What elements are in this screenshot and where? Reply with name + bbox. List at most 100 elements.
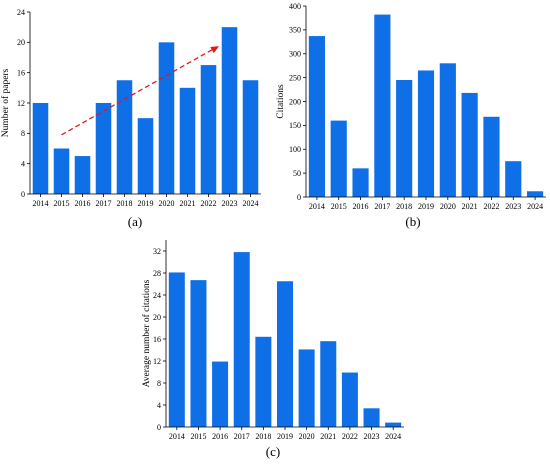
x-tick-label: 2019 xyxy=(418,202,434,211)
y-tick-label: 12 xyxy=(17,99,25,108)
panel-label: (a) xyxy=(128,214,142,229)
bar-2015 xyxy=(53,148,70,194)
bar-2015 xyxy=(330,120,347,197)
x-tick-label: 2018 xyxy=(396,202,412,211)
bar-2024 xyxy=(242,80,259,194)
bar-2020 xyxy=(439,63,456,197)
bar-2022 xyxy=(341,372,358,427)
x-tick-label: 2017 xyxy=(374,202,390,211)
x-tick-label: 2019 xyxy=(277,432,293,441)
bar-2024 xyxy=(527,191,544,197)
chart-b-citations: 0 50 100 150 200 250 300 350 400 2014 2015 2016 2017… xyxy=(276,2,546,229)
x-tick-label: 2017 xyxy=(234,432,250,441)
y-tick-label: 32 xyxy=(153,247,161,256)
y-tick-label: 400 xyxy=(289,2,301,11)
bar-2019 xyxy=(417,70,435,197)
bar-2015 xyxy=(190,280,207,427)
bar-2018 xyxy=(116,80,133,194)
x-tick-label: 2014 xyxy=(169,432,185,441)
bar-2014 xyxy=(168,272,185,427)
bar-2019 xyxy=(137,118,154,194)
y-tick-label: 16 xyxy=(153,335,161,344)
x-tick-label: 2021 xyxy=(180,199,196,208)
x-tick-label: 2021 xyxy=(462,202,478,211)
x-tick-label: 2023 xyxy=(364,432,380,441)
x-tick-label: 2015 xyxy=(190,432,206,441)
bar-2016 xyxy=(212,361,229,427)
bar-2021 xyxy=(461,92,478,197)
y-tick-label: 4 xyxy=(157,401,161,410)
bar-2023 xyxy=(363,408,380,427)
y-tick-label: 350 xyxy=(289,26,301,35)
bar-2017 xyxy=(374,14,391,198)
x-tick-label: 2022 xyxy=(342,432,358,441)
bar-2023 xyxy=(221,27,238,195)
x-tick-label: 2020 xyxy=(159,199,175,208)
y-tick-label: 16 xyxy=(17,68,25,77)
bar-2017 xyxy=(95,103,112,194)
bar-2018 xyxy=(255,336,272,427)
y-tick-label: 4 xyxy=(21,159,25,168)
bar-2020 xyxy=(158,42,175,194)
x-tick-label: 2017 xyxy=(96,199,112,208)
x-tick-label: 2024 xyxy=(385,432,401,441)
x-tick-label: 2020 xyxy=(440,202,456,211)
x-tick-label: 2022 xyxy=(201,199,217,208)
y-axis-label: Citations xyxy=(276,84,286,119)
y-tick-label: 100 xyxy=(289,145,301,154)
panel-label: (c) xyxy=(266,444,280,459)
y-tick-label: 28 xyxy=(153,269,161,278)
panel-label: (b) xyxy=(405,214,420,229)
bar-2022 xyxy=(200,65,217,194)
trend-arrow-head xyxy=(210,46,219,54)
y-tick-label: 8 xyxy=(157,379,161,388)
y-tick-label: 24 xyxy=(17,8,25,17)
y-tick-label: 50 xyxy=(293,169,301,178)
x-tick-label: 2024 xyxy=(243,199,259,208)
y-tick-label: 0 xyxy=(157,423,161,432)
x-tick-label: 2024 xyxy=(527,202,543,211)
x-tick-label: 2022 xyxy=(483,202,499,211)
bar-2016 xyxy=(352,168,369,197)
x-tick-label: 2018 xyxy=(255,432,271,441)
y-tick-label: 0 xyxy=(297,193,301,202)
y-axis-label: Number of papers xyxy=(0,68,11,137)
trend-arrow-line xyxy=(61,48,215,136)
x-tick-label: 2021 xyxy=(320,432,336,441)
bar-2018 xyxy=(396,80,413,197)
x-tick-label: 2015 xyxy=(54,199,70,208)
y-tick-label: 200 xyxy=(289,97,301,106)
bar-2016 xyxy=(74,156,91,194)
bar-2020 xyxy=(298,349,315,427)
y-tick-label: 12 xyxy=(153,357,161,366)
bar-2023 xyxy=(505,161,522,197)
x-tick-label: 2023 xyxy=(505,202,521,211)
x-tick-label: 2014 xyxy=(33,199,49,208)
bar-2017 xyxy=(233,252,250,427)
y-tick-label: 300 xyxy=(289,50,301,59)
y-axis-label: Average number of citations xyxy=(141,279,152,387)
x-tick-label: 2015 xyxy=(331,202,347,211)
bar-2014 xyxy=(308,36,325,197)
bar-2021 xyxy=(320,341,337,427)
y-tick-label: 24 xyxy=(153,291,161,300)
bar-2019 xyxy=(276,281,293,427)
x-tick-label: 2016 xyxy=(353,202,369,211)
x-tick-label: 2016 xyxy=(75,199,91,208)
x-tick-label: 2023 xyxy=(222,199,238,208)
y-tick-label: 20 xyxy=(153,313,161,322)
x-tick-label: 2019 xyxy=(138,199,154,208)
y-tick-label: 150 xyxy=(289,121,301,130)
bar-2024 xyxy=(385,422,402,427)
bar-2022 xyxy=(483,116,500,197)
y-tick-label: 20 xyxy=(17,38,25,47)
y-tick-label: 8 xyxy=(21,129,25,138)
x-tick-label: 2016 xyxy=(212,432,228,441)
x-tick-label: 2014 xyxy=(309,202,325,211)
y-tick-label: 250 xyxy=(289,73,301,82)
x-tick-label: 2020 xyxy=(299,432,315,441)
bar-2021 xyxy=(179,87,196,194)
